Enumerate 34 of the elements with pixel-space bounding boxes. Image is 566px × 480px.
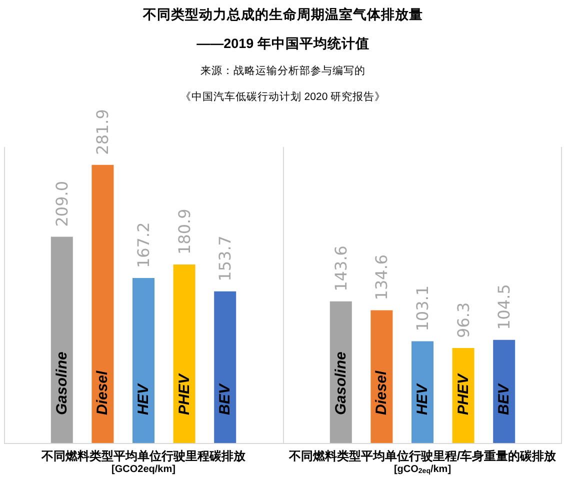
x-tick-label: Diesel: [373, 370, 390, 415]
x-tick-label: Diesel: [94, 370, 112, 415]
x-tick-label: Gasoline: [53, 352, 70, 415]
data-label: 104.5: [494, 284, 514, 330]
x-tick-label: PHEV: [454, 372, 472, 415]
data-label: 167.2: [134, 222, 153, 268]
x-tick-label: BEV: [496, 382, 513, 415]
data-label: 153.7: [216, 236, 235, 282]
x-tick-label: Gasoline: [332, 352, 350, 415]
bar: [214, 291, 236, 443]
bar: [173, 264, 196, 443]
bar: [412, 341, 434, 443]
source-note: 来源：战略运输分析部参与编写的: [200, 64, 366, 78]
data-label: 103.1: [413, 285, 432, 332]
chart-title: 不同类型动力总成的生命周期温室气体排放量: [142, 6, 424, 24]
data-label: 143.6: [331, 246, 350, 292]
data-label: 281.9: [93, 109, 112, 155]
x-tick-label: HEV: [414, 382, 431, 415]
bar: [50, 236, 73, 443]
chart-subtitle: ——2019 年中国平均统计值: [196, 35, 370, 52]
bar: [370, 310, 393, 443]
bar: [92, 164, 114, 443]
data-label: 134.6: [372, 254, 392, 300]
x-tick-label: HEV: [135, 382, 152, 415]
bar: [493, 340, 516, 443]
x-tick-label: PHEV: [176, 372, 193, 415]
data-label: 96.3: [454, 302, 473, 338]
x-axis-title: 不同燃料类型平均单位行驶里程/车身重量的碳排放 [gCO$_{2eq}$/km]: [288, 449, 558, 476]
bar: [132, 278, 154, 443]
text: 《中国汽车低碳行动计划 2020 研究报告》: [179, 90, 387, 104]
x-axis-title: 不同燃料类型平均单位行驶里程碳排放 [GCO2eq/km]: [40, 449, 246, 476]
x-tick-label: BEV: [216, 382, 234, 415]
data-label: 180.9: [174, 208, 194, 255]
data-label: 209.0: [52, 180, 72, 227]
